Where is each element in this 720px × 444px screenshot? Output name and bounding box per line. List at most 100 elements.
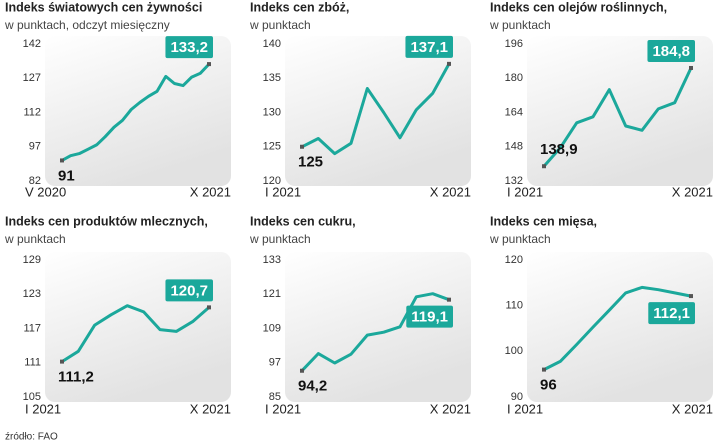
end-marker xyxy=(542,367,546,372)
plot-background xyxy=(45,36,231,186)
y-tick-label: 180 xyxy=(505,72,523,84)
y-tick-label: 148 xyxy=(505,141,523,153)
y-tick-label: 132 xyxy=(505,175,523,187)
y-tick-label: 140 xyxy=(263,38,281,50)
panel: Indeks cen mięsa, w punktach 90 100 110 120 I … xyxy=(489,214,713,416)
value-label: 133,2 xyxy=(170,39,208,56)
y-tick-label: 123 xyxy=(23,288,41,300)
chart-title: Indeks cen zbóż, xyxy=(250,0,349,14)
y-tick-label: 90 xyxy=(511,391,523,403)
x-tick-label: I 2021 xyxy=(265,401,301,416)
x-tick-label: V 2020 xyxy=(25,184,66,199)
chart-title: Indeks cen mięsa, xyxy=(490,214,597,228)
chart-subtitle: w punktach xyxy=(489,232,551,246)
value-label-box xyxy=(165,279,213,302)
y-tick-label: 130 xyxy=(263,106,281,118)
plot-background xyxy=(285,36,471,186)
chart-subtitle: w punktach xyxy=(249,232,311,246)
value-label: 94,2 xyxy=(298,378,327,395)
end-marker xyxy=(207,305,211,310)
end-marker xyxy=(300,368,304,373)
y-tick-label: 109 xyxy=(263,322,281,334)
value-label: 91 xyxy=(58,167,75,184)
value-label-box xyxy=(165,36,213,59)
chart-title: Indeks cen cukru, xyxy=(250,214,356,228)
chart-title: Indeks cen olejów roślinnych, xyxy=(490,0,667,14)
chart-subtitle: w punktach xyxy=(489,18,551,32)
y-tick-label: 133 xyxy=(263,254,281,266)
y-tick-label: 135 xyxy=(263,72,281,84)
y-tick-label: 82 xyxy=(29,175,41,187)
line xyxy=(543,285,692,371)
x-tick-label: X 2021 xyxy=(672,184,713,199)
x-tick-label: I 2021 xyxy=(265,184,301,199)
value-label-box xyxy=(405,35,453,58)
y-tick-label: 97 xyxy=(269,357,281,369)
value-label: 138,9 xyxy=(540,141,578,158)
x-tick-label: X 2021 xyxy=(190,184,231,199)
end-marker xyxy=(447,297,451,302)
value-label: 137,1 xyxy=(410,39,448,56)
end-marker xyxy=(447,61,451,66)
line xyxy=(300,292,450,372)
y-tick-label: 112 xyxy=(23,106,41,118)
y-tick-label: 85 xyxy=(269,391,281,403)
x-tick-label: X 2021 xyxy=(190,401,231,416)
end-marker xyxy=(60,158,64,163)
value-label: 184,8 xyxy=(652,43,690,60)
y-tick-label: 127 xyxy=(23,72,41,84)
y-tick-label: 120 xyxy=(263,175,281,187)
x-tick-label: X 2021 xyxy=(672,401,713,416)
y-tick-label: 196 xyxy=(505,38,523,50)
value-label: 119,1 xyxy=(411,309,448,326)
end-marker xyxy=(689,65,693,70)
chart-title: Indeks cen produktów mlecznych, xyxy=(5,214,208,228)
value-label: 120,7 xyxy=(170,282,208,299)
line xyxy=(61,63,211,162)
y-tick-label: 97 xyxy=(29,141,41,153)
x-tick-label: I 2021 xyxy=(507,401,543,416)
y-tick-label: 117 xyxy=(23,322,41,334)
y-tick-label: 110 xyxy=(505,300,523,312)
end-marker xyxy=(300,144,304,149)
y-tick-label: 105 xyxy=(23,391,41,403)
y-tick-label: 142 xyxy=(23,38,41,50)
panel: Indeks cen cukru, w punktach 85 97 109 121 133… xyxy=(249,214,471,416)
end-marker xyxy=(689,294,693,299)
x-tick-label: I 2021 xyxy=(25,401,61,416)
y-tick-label: 129 xyxy=(23,254,41,266)
panel: Indeks światowych cen żywności w punktach… xyxy=(4,0,231,199)
end-marker xyxy=(60,359,64,364)
chart-subtitle: w punktach, odczyt miesięczny xyxy=(4,18,170,32)
value-label-box xyxy=(648,302,695,325)
y-tick-label: 164 xyxy=(505,106,523,118)
value-label-box xyxy=(406,305,453,328)
source: źródło: FAO xyxy=(5,432,58,443)
value-label: 111,2 xyxy=(58,369,94,386)
x-tick-label: I 2021 xyxy=(507,184,543,199)
value-label: 125 xyxy=(298,154,323,171)
y-tick-label: 120 xyxy=(505,254,523,266)
y-tick-label: 121 xyxy=(263,288,281,300)
chart-subtitle: w punktach xyxy=(4,232,66,246)
line xyxy=(61,304,210,363)
panel: Indeks cen produktów mlecznych, w punktac… xyxy=(4,214,231,416)
line xyxy=(301,63,451,156)
value-label-box xyxy=(647,39,695,62)
end-marker xyxy=(542,164,546,169)
plot-background xyxy=(527,252,713,402)
panel: Indeks cen olejów roślinnych, w punktach 1… xyxy=(489,0,713,199)
end-marker xyxy=(207,62,211,67)
x-tick-label: X 2021 xyxy=(430,184,471,199)
value-label: 96 xyxy=(540,377,557,394)
plot-background xyxy=(285,252,471,402)
panel: Indeks cen zbóż, w punktach 120 125 130 135 14… xyxy=(249,0,471,199)
chart-title: Indeks światowych cen żywności xyxy=(5,0,202,14)
line xyxy=(542,67,693,168)
y-tick-label: 125 xyxy=(263,141,281,153)
y-tick-label: 111 xyxy=(24,357,41,369)
chart-subtitle: w punktach xyxy=(249,18,311,32)
y-tick-label: 100 xyxy=(505,345,523,357)
value-label: 112,1 xyxy=(653,305,690,322)
